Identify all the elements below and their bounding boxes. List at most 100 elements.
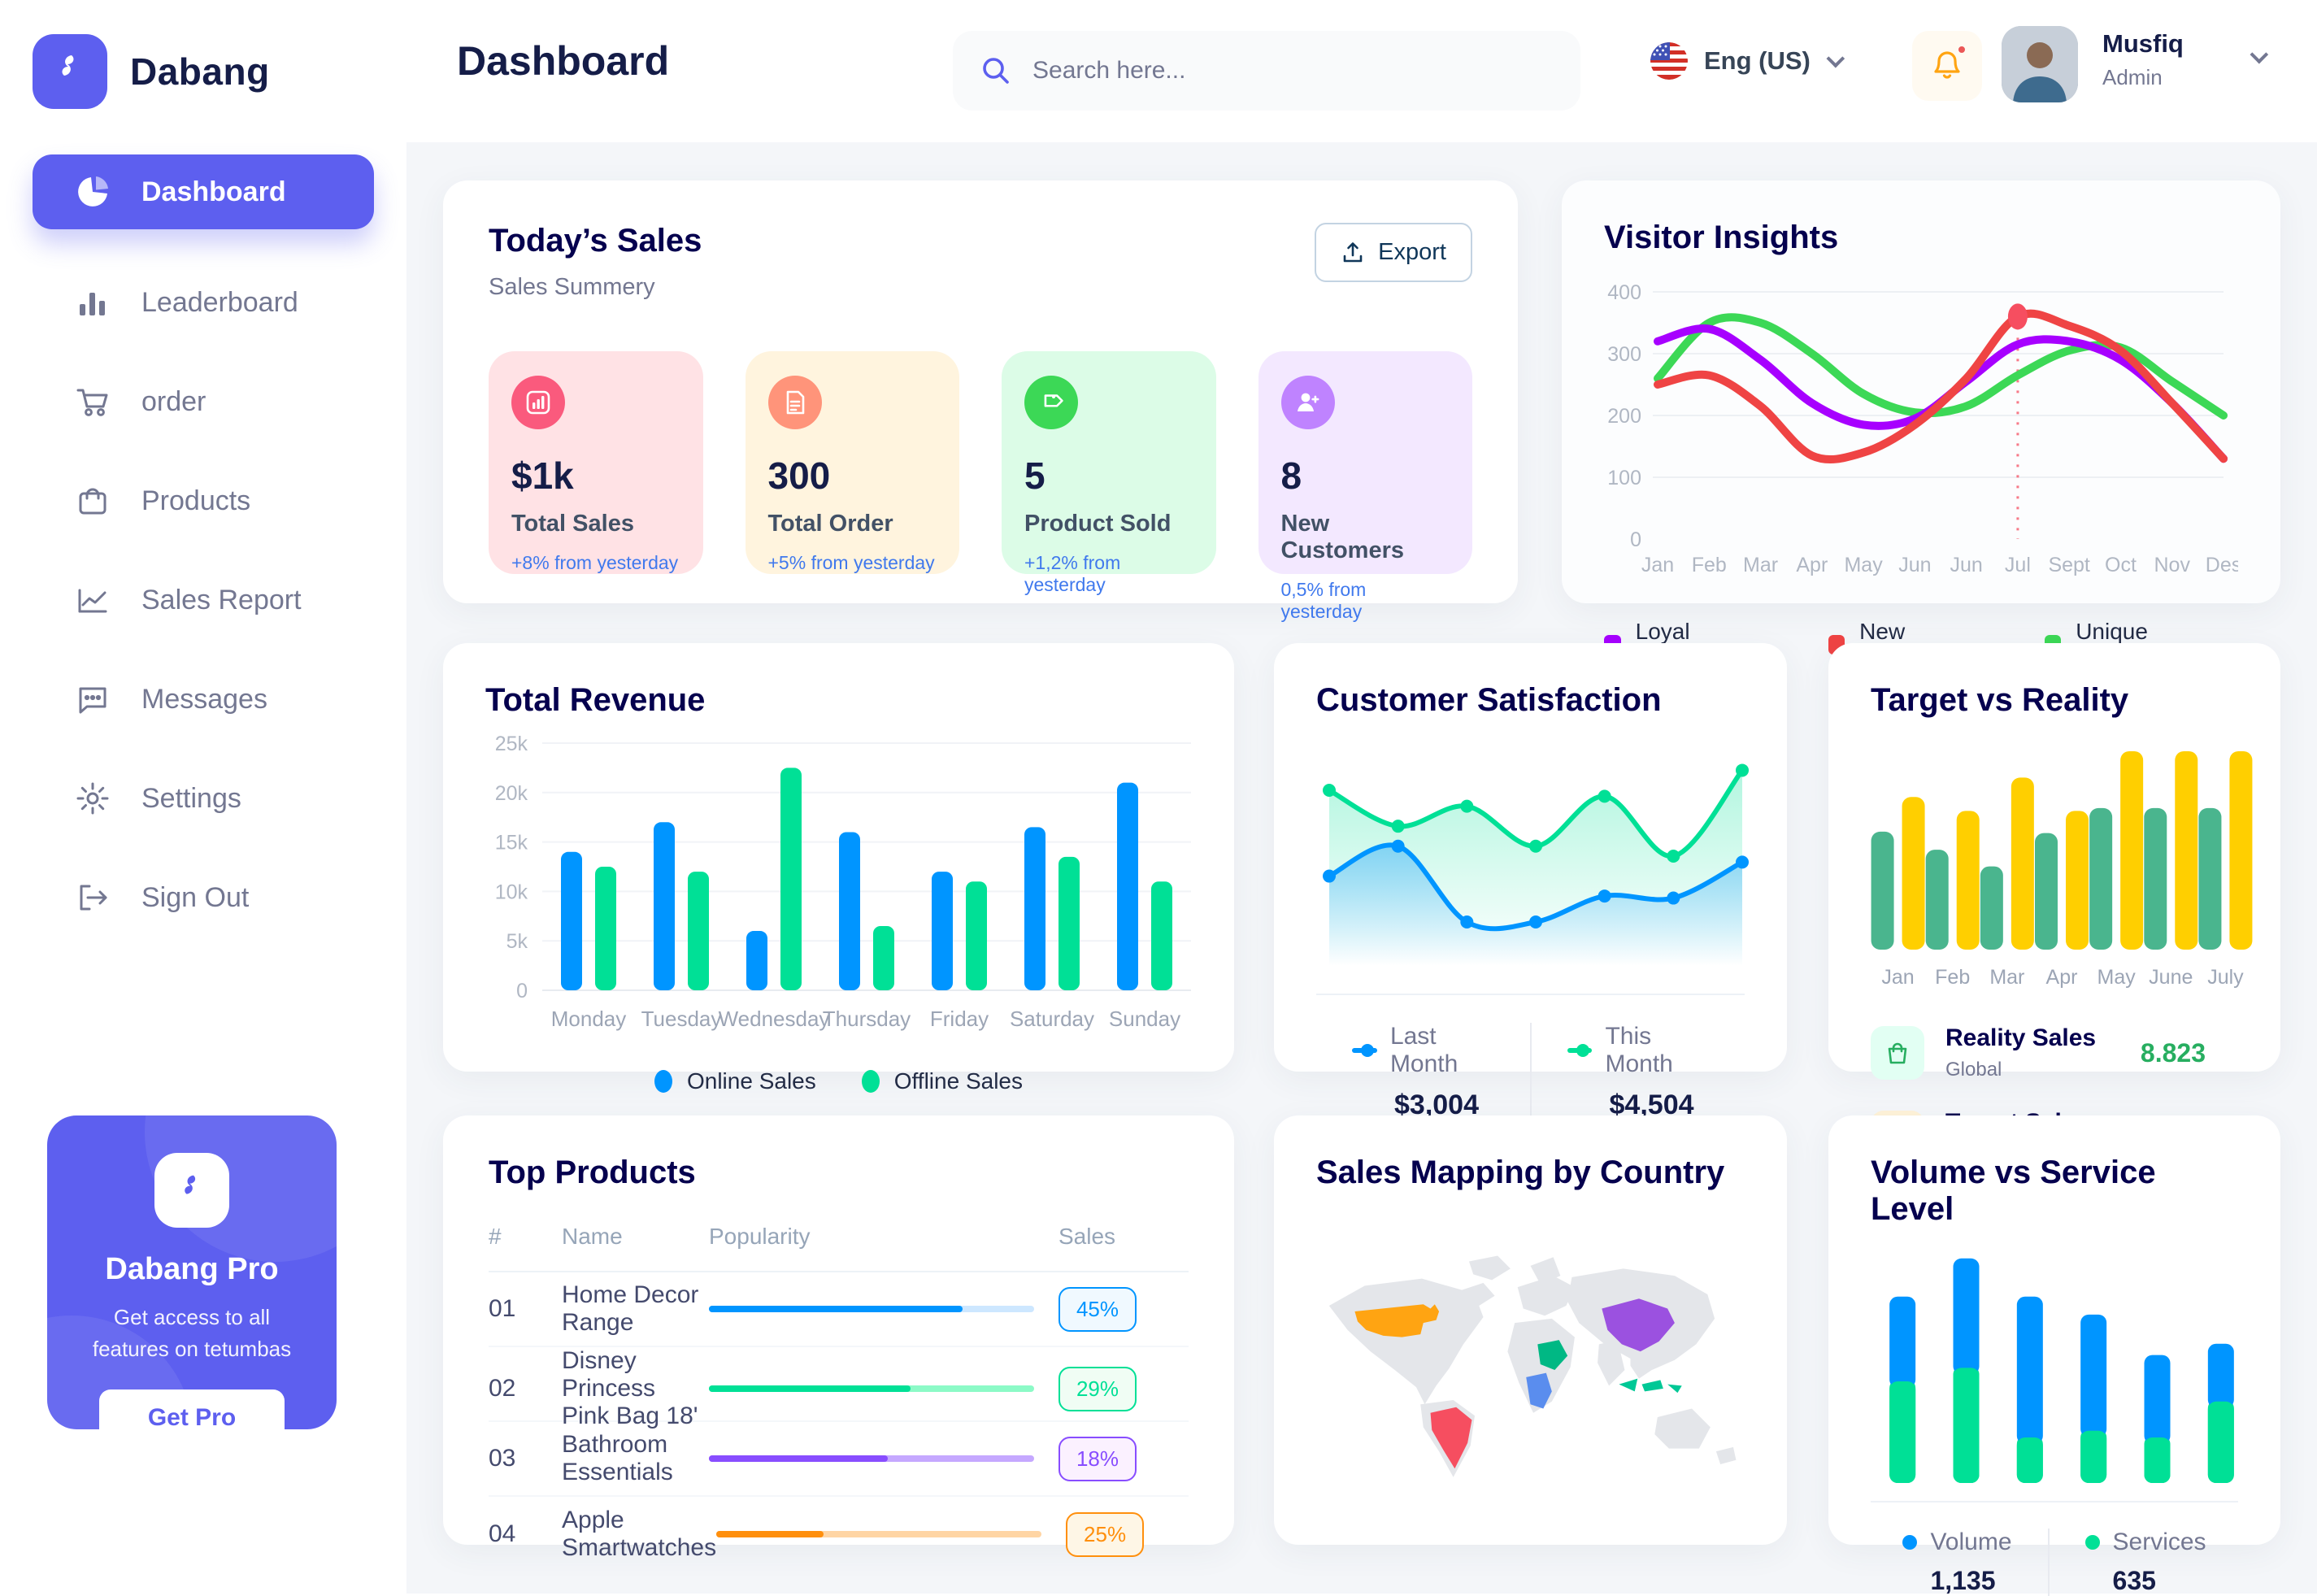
world-map (1316, 1212, 1745, 1505)
svg-text:200: 200 (1607, 405, 1641, 428)
volume-service-chart (1871, 1239, 2238, 1496)
chevron-down-icon[interactable] (2250, 45, 2269, 64)
svg-text:100: 100 (1607, 467, 1641, 489)
svg-text:Apr: Apr (1796, 554, 1828, 576)
svg-text:Mar: Mar (1743, 554, 1778, 576)
legend-last-month: Last Month $3,004 (1316, 1023, 1530, 1121)
legend-this-month: This Month $4,504 (1529, 1023, 1745, 1121)
svg-text:0: 0 (1630, 528, 1641, 551)
table-row: 03 Bathroom Essentials 18% (489, 1422, 1189, 1497)
new-customer-icon (1280, 376, 1335, 429)
table-header: # Name Popularity Sales (489, 1224, 1189, 1272)
todays-sales-card: Today’s Sales Sales Summery Export $1k T… (443, 180, 1518, 622)
top-products-title: Top Products (489, 1155, 696, 1190)
language-selector[interactable]: Eng (US) (1650, 42, 1845, 80)
sidebar-item-order[interactable]: order (33, 364, 374, 439)
sidebar-item-sales-report[interactable]: Sales Report (33, 563, 374, 637)
sidebar-item-products[interactable]: Products (33, 463, 374, 538)
us-flag-icon (1650, 42, 1688, 80)
svg-text:Sunday: Sunday (1109, 1007, 1180, 1031)
svg-text:10k: 10k (495, 881, 528, 903)
search-icon (979, 54, 1013, 88)
popularity-bar (709, 1455, 1034, 1462)
this-month-marker-icon (1567, 1044, 1593, 1057)
brand-logo-icon (33, 34, 107, 109)
brand-row: Dabang (0, 0, 406, 109)
customer-satisfaction-chart (1316, 735, 1749, 985)
sidebar-item-dashboard[interactable]: Dashboard (33, 154, 374, 229)
sidebar-menu: Dashboard Leaderboard order Products Sal… (0, 154, 406, 935)
notifications-button[interactable] (1912, 31, 1982, 101)
svg-text:Oct: Oct (2105, 554, 2137, 576)
svg-text:Mar: Mar (1989, 966, 2024, 989)
last-month-marker-icon (1352, 1044, 1377, 1057)
gear-icon (75, 781, 111, 816)
message-icon (75, 681, 111, 717)
pro-subtitle: Get access to all features on tetumbas (92, 1305, 292, 1361)
user-avatar[interactable] (2002, 26, 2078, 102)
stat-cards-row: $1k Total Sales +8% from yesterday 300 T… (489, 351, 1472, 622)
sales-badge: 29% (1059, 1366, 1137, 1411)
target-vs-reality-card: Target vs Reality Jan Feb Mar Apr May June Jul… (1828, 643, 2280, 1165)
sales-mapping-card: Sales Mapping by Country (1274, 1115, 1787, 1545)
notification-badge (1956, 44, 1967, 55)
stat-card-total-sales: $1k Total Sales +8% from yesterday (489, 351, 703, 574)
volume-service-card: Volume vs Service Level Volume 1,135 Ser… (1828, 1115, 2280, 1596)
svg-text:Feb: Feb (1935, 966, 1970, 989)
services-dot-icon (2084, 1535, 2100, 1550)
svg-text:Sept: Sept (2048, 554, 2089, 576)
popularity-bar (709, 1306, 1034, 1312)
search-input[interactable] (1032, 57, 1520, 85)
divider (1871, 1501, 2238, 1503)
svg-text:5k: 5k (506, 930, 528, 953)
customer-satisfaction-title: Customer Satisfaction (1316, 682, 1662, 718)
svg-text:June: June (2149, 966, 2193, 989)
sidebar-item-messages[interactable]: Messages (33, 662, 374, 737)
legend-services: Services 635 (2047, 1529, 2242, 1596)
volume-service-title: Volume vs Service Level (1871, 1155, 2156, 1227)
svg-text:Jan: Jan (1881, 966, 1914, 989)
search-box (953, 31, 1580, 111)
export-icon (1343, 241, 1363, 262)
tag-icon (1024, 376, 1078, 429)
todays-sales-subtitle: Sales Summery (489, 274, 655, 300)
target-vs-reality-title: Target vs Reality (1871, 682, 2129, 718)
visitor-insights-title: Visitor Insights (1604, 220, 1839, 255)
svg-text:May: May (1844, 554, 1883, 576)
svg-text:300: 300 (1607, 343, 1641, 366)
sales-badge: 18% (1059, 1436, 1137, 1481)
sales-badge: 25% (1066, 1511, 1145, 1557)
sales-chart-icon (511, 376, 565, 429)
svg-text:Nov: Nov (2154, 554, 2190, 576)
pro-upsell-card: Dabang Pro Get access to all features on… (47, 1115, 337, 1429)
table-row: 02 Disney Princess Pink Bag 18' 29% (489, 1347, 1189, 1429)
page-title: Dashboard (457, 38, 670, 84)
export-button[interactable]: Export (1315, 223, 1472, 282)
pro-title: Dabang Pro (105, 1252, 279, 1286)
pro-logo-icon (154, 1153, 229, 1228)
sidebar: Dabang Dashboard Leaderboard order Produ… (0, 0, 406, 1594)
shopping-bag-icon (75, 483, 111, 519)
svg-text:400: 400 (1607, 281, 1641, 304)
svg-text:Jan: Jan (1641, 554, 1674, 576)
total-revenue-chart: 0 5k 10k 15k 20k 25k Monday Tuesday Wednesday Thu… (485, 732, 1192, 1057)
sidebar-item-leaderboard[interactable]: Leaderboard (33, 265, 374, 340)
bag-icon (1871, 1026, 1924, 1080)
sidebar-item-settings[interactable]: Settings (33, 761, 374, 836)
sidebar-item-sign-out[interactable]: Sign Out (33, 860, 374, 935)
svg-text:Monday: Monday (551, 1007, 627, 1031)
svg-text:Saturday: Saturday (1010, 1007, 1094, 1031)
sales-badge: 45% (1059, 1286, 1137, 1332)
line-chart-icon (75, 582, 111, 618)
visitor-insights-chart: 0 100 200 300 400 Jan Feb Mar Apr May Jun Jun Jul Sep… (1604, 277, 2238, 602)
svg-text:May: May (2097, 966, 2137, 989)
svg-text:Jul: Jul (2005, 554, 2031, 576)
customer-satisfaction-legend: Last Month $3,004 This Month $4,504 (1316, 1023, 1745, 1121)
get-pro-button[interactable]: Get Pro (99, 1389, 285, 1429)
svg-text:25k: 25k (495, 733, 528, 755)
svg-text:Jun: Jun (1898, 554, 1931, 576)
language-label: Eng (US) (1704, 46, 1811, 75)
svg-text:Apr: Apr (2046, 966, 2078, 989)
table-row: 04 Apple Smartwatches 25% (489, 1497, 1189, 1572)
svg-text:July: July (2207, 966, 2244, 989)
